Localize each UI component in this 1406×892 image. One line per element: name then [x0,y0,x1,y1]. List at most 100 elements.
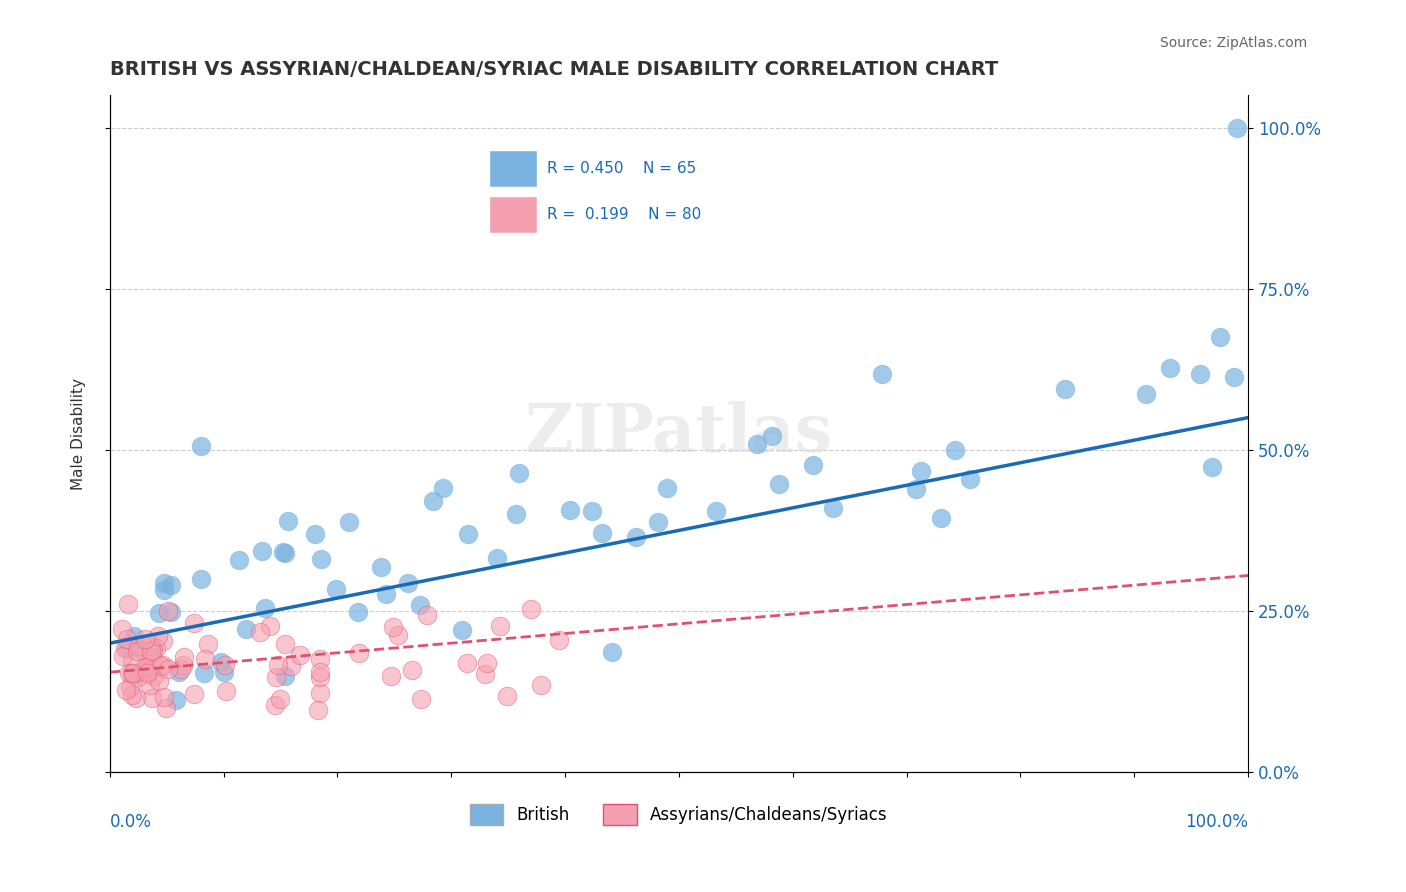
Point [309,686,332,700]
Point [183,616,205,631]
Point [304,527,326,541]
Legend: British, Assyrians/Chaldeans/Syriacs: British, Assyrians/Chaldeans/Syriacs [464,797,894,831]
Point [474,667,496,681]
Point [134,632,156,646]
Point [508,467,530,481]
Point [307,703,329,717]
Point [1223,370,1246,384]
Point [1189,367,1212,381]
Point [152,634,174,648]
Point [121,653,143,667]
Point [118,681,141,695]
Point [139,647,162,661]
Point [347,605,370,619]
Point [136,664,159,678]
Point [1226,120,1249,135]
Point [457,527,479,541]
Point [135,666,157,681]
Point [121,688,143,702]
Point [706,503,728,517]
Point [1053,382,1076,396]
Point [411,692,433,706]
Point [870,367,893,381]
Point [125,643,148,657]
Point [152,657,174,672]
Point [148,606,170,620]
Point [148,674,170,689]
Point [228,553,250,567]
Point [432,481,454,495]
Point [122,667,145,681]
Point [263,698,285,712]
Text: 100.0%: 100.0% [1185,813,1249,830]
Point [505,507,527,521]
Point [910,464,932,478]
Point [117,632,139,646]
Point [548,633,571,648]
Point [745,436,768,450]
Point [165,692,187,706]
Point [591,525,613,540]
Point [274,669,297,683]
Point [127,640,149,654]
Point [375,587,398,601]
Point [288,648,311,663]
Point [1135,387,1157,401]
Point [209,655,232,669]
Point [456,657,478,671]
Point [401,663,423,677]
Point [905,482,928,496]
Point [266,670,288,684]
Text: BRITISH VS ASSYRIAN/CHALDEAN/SYRIAC MALE DISABILITY CORRELATION CHART: BRITISH VS ASSYRIAN/CHALDEAN/SYRIAC MALE… [110,60,998,78]
Point [655,481,678,495]
Point [647,516,669,530]
Text: 0.0%: 0.0% [110,813,152,830]
Point [422,494,444,508]
Point [325,582,347,596]
Point [156,603,179,617]
Point [160,605,183,619]
Point [122,666,145,681]
Point [253,600,276,615]
Point [115,640,138,655]
Point [150,658,173,673]
Point [127,670,149,684]
Point [761,429,783,443]
Point [190,439,212,453]
Point [197,637,219,651]
Point [157,662,180,676]
Point [274,637,297,651]
Y-axis label: Male Disability: Male Disability [72,377,86,490]
Point [486,550,509,565]
Point [173,650,195,665]
Point [475,656,498,670]
Point [626,530,648,544]
Point [193,665,215,680]
Point [929,510,952,524]
Point [194,651,217,665]
Point [118,665,141,680]
Point [214,657,236,672]
Point [143,669,166,683]
Point [801,458,824,472]
Point [121,668,143,682]
Point [153,583,176,598]
Point [139,678,162,692]
Point [959,472,981,486]
Point [558,503,581,517]
Point [768,476,790,491]
Point [249,624,271,639]
Point [128,640,150,654]
Point [114,640,136,655]
Point [153,690,176,704]
Point [141,643,163,657]
Point [170,662,193,676]
Point [139,639,162,653]
Point [134,660,156,674]
Point [117,597,139,611]
Point [121,666,143,681]
Point [259,619,281,633]
Point [190,572,212,586]
Point [125,690,148,705]
Point [387,628,409,642]
